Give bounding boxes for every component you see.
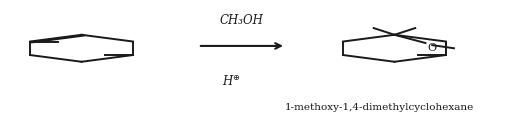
Text: CH₃OH: CH₃OH bbox=[220, 14, 264, 27]
Text: 1-methoxy-1,4-dimethylcyclohexane: 1-methoxy-1,4-dimethylcyclohexane bbox=[284, 103, 474, 112]
Text: H$^{\oplus}$: H$^{\oplus}$ bbox=[222, 74, 241, 89]
Text: O: O bbox=[427, 43, 436, 53]
